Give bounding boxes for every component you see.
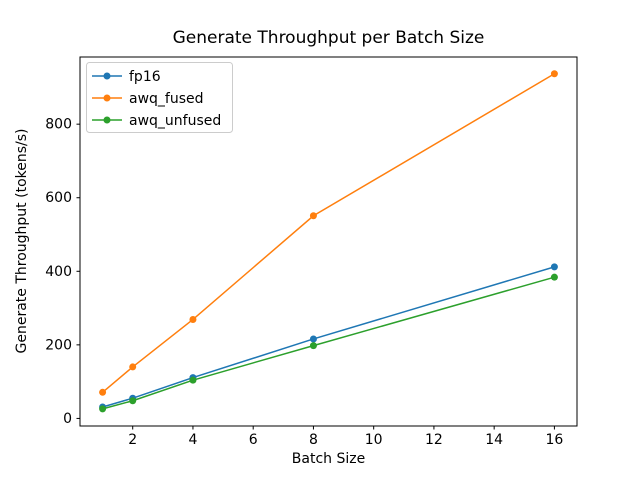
legend-label-awq_fused: awq_fused [129,91,204,107]
x-tick-label: 12 [425,432,443,448]
legend-sample-marker-awq_fused [103,94,111,102]
x-tick-label: 6 [249,432,258,448]
x-tick-label: 2 [128,432,137,448]
series-marker-awq_unfused [309,342,317,350]
y-tick-label: 800 [45,117,72,133]
legend-sample-marker-awq_unfused [103,116,111,124]
chart-title: Generate Throughput per Batch Size [172,28,485,48]
x-tick-label: 10 [365,432,383,448]
y-tick-label: 600 [45,190,72,206]
legend-label-fp16: fp16 [129,69,161,85]
series-marker-awq_unfused [550,273,558,281]
axes-spines [79,56,578,427]
series-marker-awq_fused [99,388,107,396]
series-line-awq_unfused [102,276,555,410]
x-axis-label: Batch Size [291,451,366,467]
y-tick-label: 0 [63,411,72,427]
series-marker-awq_unfused [189,376,197,384]
legend-label-awq_unfused: awq_unfused [129,113,221,129]
series-marker-awq_fused [129,363,137,371]
y-tick-label: 200 [45,337,72,353]
x-tick-label: 8 [309,432,318,448]
series-marker-awq_unfused [99,405,107,413]
series-marker-awq_fused [189,315,197,323]
x-tick-label: 4 [188,432,197,448]
series-marker-awq_unfused [129,397,137,405]
legend-sample-marker-fp16 [103,72,111,80]
x-tick-label: 14 [485,432,503,448]
series-marker-fp16 [550,263,558,271]
x-tick-label: 16 [545,432,563,448]
series-marker-awq_fused [550,70,558,78]
y-tick-label: 400 [45,264,72,280]
series-marker-fp16 [309,335,317,343]
legend-box [86,62,233,133]
series-marker-awq_fused [309,212,317,220]
